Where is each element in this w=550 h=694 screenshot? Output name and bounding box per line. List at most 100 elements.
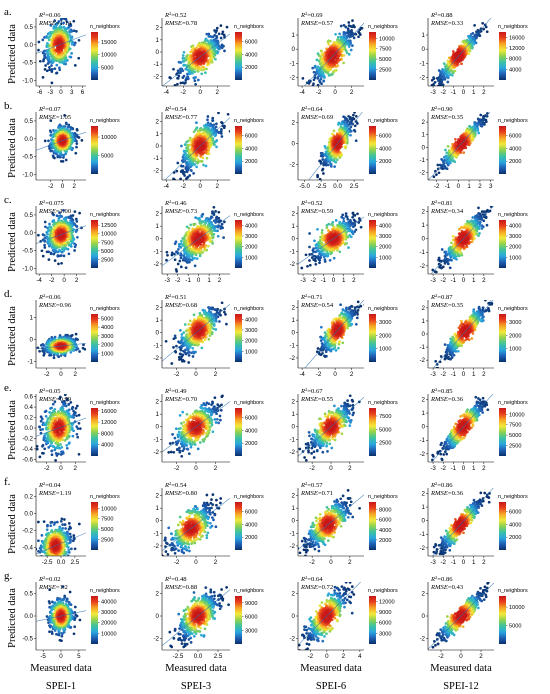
colorbar-title: n_neighbors (498, 118, 528, 124)
density-point (301, 77, 305, 80)
density-point (348, 117, 352, 121)
colorbar-tick-label: 2500 (379, 68, 391, 74)
density-point (477, 131, 481, 135)
density-point (72, 19, 76, 23)
y-tick-label: -2 (153, 73, 159, 80)
density-point (176, 161, 180, 165)
density-point (48, 35, 52, 38)
density-point (214, 31, 218, 34)
density-point (188, 174, 192, 177)
density-point (212, 131, 216, 134)
density-point (179, 81, 183, 85)
density-point (63, 114, 66, 117)
density-point (473, 121, 476, 124)
y-tick-label: -1.0 (22, 78, 33, 85)
density-point (342, 23, 346, 27)
colorbar-tick-label: 5000 (379, 57, 391, 63)
x-tick-label: 2.5 (350, 183, 359, 190)
colorbar-title: n_neighbors (90, 118, 120, 124)
density-point (49, 251, 53, 255)
density-point (63, 149, 67, 153)
density-point (52, 213, 55, 217)
rmse-label: RMSE=0.69 (300, 114, 334, 121)
density-point (320, 49, 324, 53)
density-point (181, 54, 185, 57)
x-tick-label: 0 (333, 89, 337, 96)
density-point (73, 131, 77, 135)
x-tick-label: 2 (482, 89, 486, 96)
density-point (220, 132, 223, 135)
x-tick-label: -4 (36, 277, 42, 284)
x-tick-label: -6 (37, 89, 43, 96)
density-point (50, 68, 54, 71)
density-point (40, 249, 44, 253)
density-point (189, 156, 193, 159)
density-point (450, 69, 454, 73)
density-points (430, 18, 492, 86)
colorbar (369, 32, 376, 80)
density-point (343, 119, 347, 122)
density-point (228, 130, 230, 133)
r2-value: 0.88 (441, 12, 453, 19)
density-point (73, 249, 76, 252)
x-tick-label: 2 (350, 89, 354, 96)
density-point (447, 74, 450, 78)
colorbar-tick-label: 15000 (101, 40, 117, 46)
density-point (74, 151, 78, 155)
density-point (307, 87, 310, 90)
colorbar-tick-label: 6000 (509, 134, 521, 140)
colorbar-tick-label: 16000 (509, 35, 525, 41)
density-point (46, 226, 49, 230)
density-point (50, 138, 53, 142)
y-tick-label: -2 (289, 75, 295, 82)
density-point (78, 211, 81, 215)
density-point (70, 42, 74, 46)
density-point (193, 163, 197, 166)
density-point (215, 122, 218, 126)
panel-row: a.Predicted data-6 -3 0 3 6-1.0-0.50.00.5R2=… (4, 6, 528, 97)
density-point (316, 83, 320, 86)
density-point (62, 156, 65, 159)
density-point (454, 137, 457, 141)
r2-value: 0.90 (441, 106, 453, 113)
density-point (179, 61, 183, 64)
colorbar-tick-label: 2000 (245, 159, 257, 165)
density-point (442, 62, 446, 65)
density-point (49, 130, 53, 134)
density-point (173, 83, 177, 86)
density-point (321, 167, 325, 171)
density-point (43, 243, 46, 247)
rmse-label: RMSE=0.35 (430, 114, 464, 121)
density-point (52, 252, 56, 256)
row-label: b. (4, 100, 13, 112)
density-point (207, 41, 211, 45)
density-point (334, 32, 337, 36)
density-point (73, 41, 77, 45)
density-point (176, 69, 180, 73)
density-point (440, 80, 444, 84)
density-points (428, 112, 491, 180)
density-point (467, 143, 470, 147)
density-point (182, 56, 186, 60)
density-point (333, 165, 336, 168)
density-point (205, 156, 209, 160)
density-point (354, 114, 358, 118)
colorbar-tick-label: 10000 (101, 53, 117, 59)
x-tick-label: -4 (163, 183, 169, 190)
density-point (63, 48, 67, 52)
r2-label: R2=0.64 (300, 105, 323, 114)
density-point (182, 74, 186, 78)
density-point (80, 139, 84, 142)
density-point (324, 163, 328, 167)
density-point (453, 69, 457, 73)
density-point (55, 63, 59, 67)
density-point (312, 70, 316, 74)
density-point (356, 122, 359, 125)
y-tick-label: -1 (419, 60, 425, 67)
density-point (220, 43, 224, 47)
density-point (50, 81, 54, 85)
density-point (351, 44, 354, 47)
density-point (212, 52, 216, 56)
y-tick-label: -2 (419, 75, 425, 82)
